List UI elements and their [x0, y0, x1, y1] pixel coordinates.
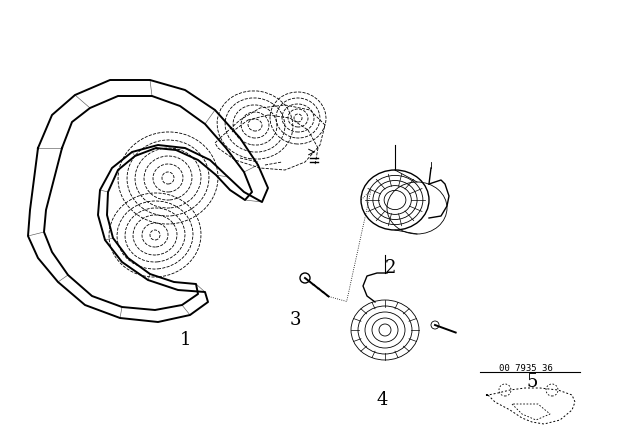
Text: 1: 1	[179, 331, 191, 349]
Text: 5: 5	[526, 373, 538, 391]
Text: 2: 2	[384, 259, 396, 277]
Text: 00 7935 36: 00 7935 36	[499, 364, 553, 373]
Text: 3: 3	[289, 311, 301, 329]
Text: 4: 4	[376, 391, 388, 409]
